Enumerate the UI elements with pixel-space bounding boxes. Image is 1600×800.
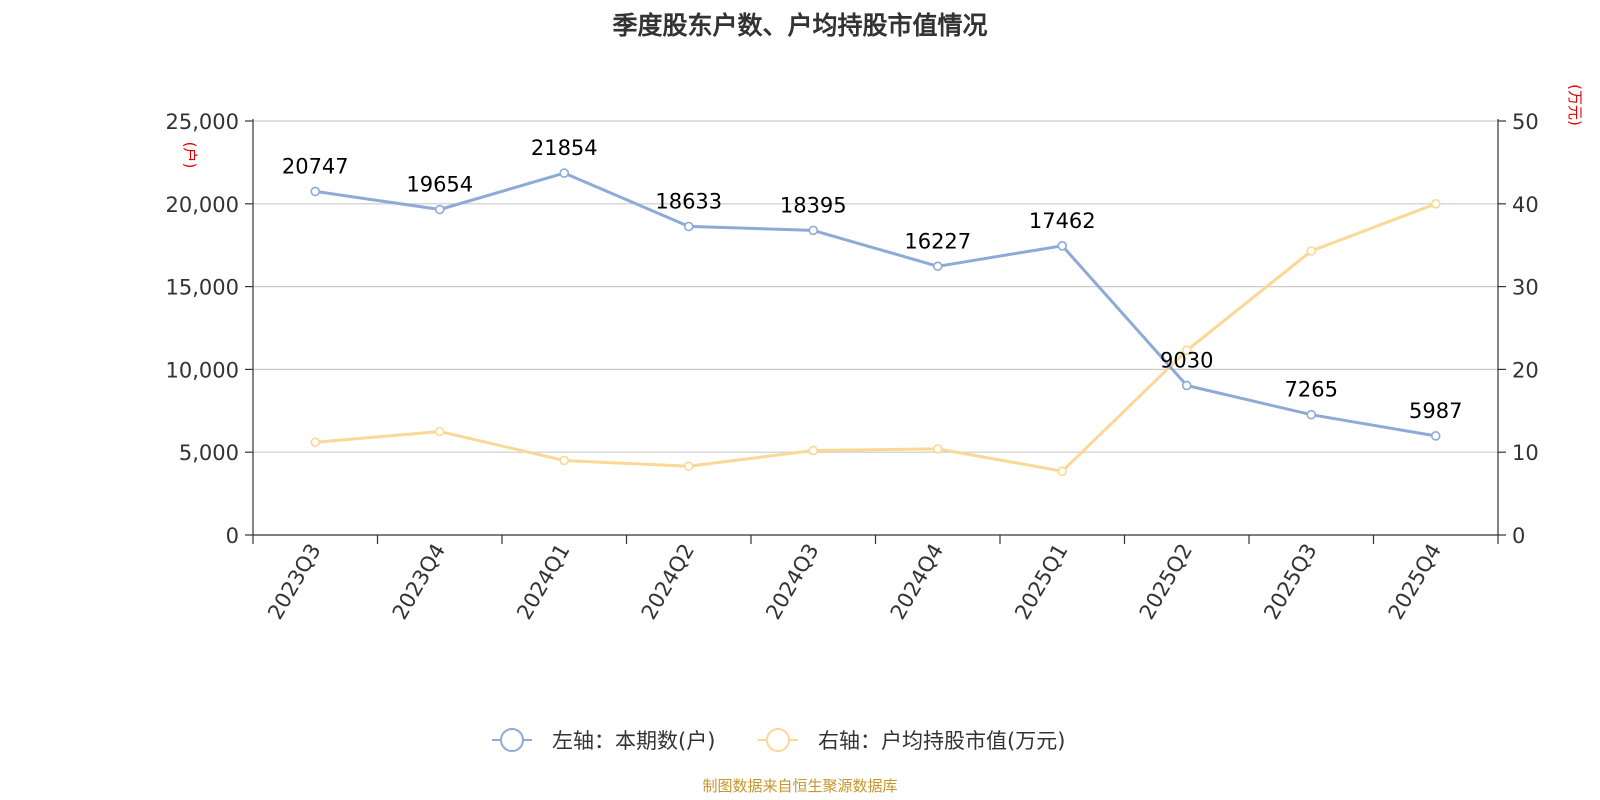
legend-item-right-series[interactable]: 右轴：户均持股市值(万元) [758, 728, 1065, 753]
legend[interactable]: 左轴：本期数(户) 右轴：户均持股市值(万元) [492, 728, 1065, 753]
chart-title: 季度股东户数、户均持股市值情况 [612, 11, 987, 40]
data-point [1181, 345, 1192, 356]
series-line [315, 171, 1437, 438]
data-point [932, 261, 943, 272]
data-label: 21854 [531, 136, 598, 160]
data-point [310, 437, 321, 448]
left-tick-label: 20,000 [166, 193, 239, 217]
data-point [559, 455, 570, 466]
data-label: 18395 [780, 193, 847, 217]
x-tick-label: 2023Q4 [388, 540, 450, 624]
data-label: 19654 [406, 173, 473, 197]
data-point [1430, 431, 1441, 441]
data-point [932, 444, 943, 454]
data-source-note: 制图数据来自恒生聚源数据库 [702, 777, 897, 795]
left-tick-label: 5,000 [179, 441, 239, 465]
data-point [1057, 466, 1068, 477]
legend-item-left-series[interactable]: 左轴：本期数(户) [492, 728, 715, 753]
data-point [310, 186, 321, 197]
x-tick-label: 2024Q2 [637, 540, 699, 624]
left-axis-unit: (户) [181, 142, 199, 169]
data-point [808, 445, 819, 456]
data-point [434, 204, 445, 215]
x-tick-label: 2025Q1 [1010, 540, 1072, 624]
data-label: 7265 [1285, 378, 1338, 402]
x-tick-label: 2024Q3 [761, 540, 823, 624]
data-point [434, 426, 445, 437]
left-tick-label: 0 [226, 524, 239, 548]
right-tick-label: 10 [1512, 441, 1539, 465]
legend-marker-icon [500, 728, 524, 752]
data-point [1306, 246, 1317, 256]
data-point [1181, 380, 1192, 391]
right-tick-label: 0 [1512, 524, 1525, 548]
data-point [1430, 199, 1441, 209]
left-tick-label: 15,000 [166, 276, 239, 300]
x-tick-label: 2025Q2 [1135, 540, 1197, 624]
data-point [559, 168, 570, 178]
data-labels: 20747 19654 21854 18633 18395 16227 17462 9030 7… [282, 136, 1463, 423]
data-point [683, 221, 694, 232]
x-tick-label: 2025Q4 [1384, 540, 1446, 624]
data-label: 17462 [1029, 209, 1096, 233]
data-label: 9030 [1160, 348, 1213, 372]
data-point [1306, 409, 1317, 420]
legend-label-right-series: 右轴：户均持股市值(万元) [818, 729, 1065, 753]
legend-marker-icon [766, 728, 790, 752]
grid-lines [253, 120, 1498, 453]
right-tick-label: 40 [1512, 193, 1539, 217]
right-axis-ticks: 0 10 20 30 40 50 [1498, 110, 1539, 548]
series-line [315, 202, 1437, 473]
data-point [1057, 241, 1068, 251]
right-tick-label: 30 [1512, 276, 1539, 300]
left-tick-label: 25,000 [166, 110, 239, 134]
series-shareholder-count [310, 168, 1441, 441]
left-axis-ticks: 0 5,000 10,000 15,000 20,000 25,000 [166, 110, 253, 548]
series-area [310, 168, 1441, 477]
data-label: 16227 [904, 229, 971, 253]
data-point [808, 225, 819, 236]
x-tick-label: 2023Q3 [263, 540, 325, 624]
data-label: 5987 [1409, 399, 1462, 423]
right-axis-unit: (万元) [1566, 84, 1584, 126]
series-avg-holding-value [310, 199, 1441, 477]
data-label: 18633 [655, 189, 722, 213]
data-point [683, 461, 694, 472]
x-tick-label: 2024Q1 [512, 540, 574, 624]
right-tick-label: 50 [1512, 110, 1539, 134]
legend-label-left-series: 左轴：本期数(户) [552, 729, 715, 753]
x-tick-label: 2025Q3 [1259, 540, 1321, 624]
data-label: 20747 [282, 154, 349, 178]
right-tick-label: 20 [1512, 358, 1539, 382]
left-tick-label: 10,000 [166, 358, 239, 382]
x-axis-ticks: 2023Q3 2023Q4 2024Q1 2024Q2 2024Q3 2024Q4 2025… [252, 535, 1499, 624]
x-tick-label: 2024Q4 [886, 540, 948, 624]
